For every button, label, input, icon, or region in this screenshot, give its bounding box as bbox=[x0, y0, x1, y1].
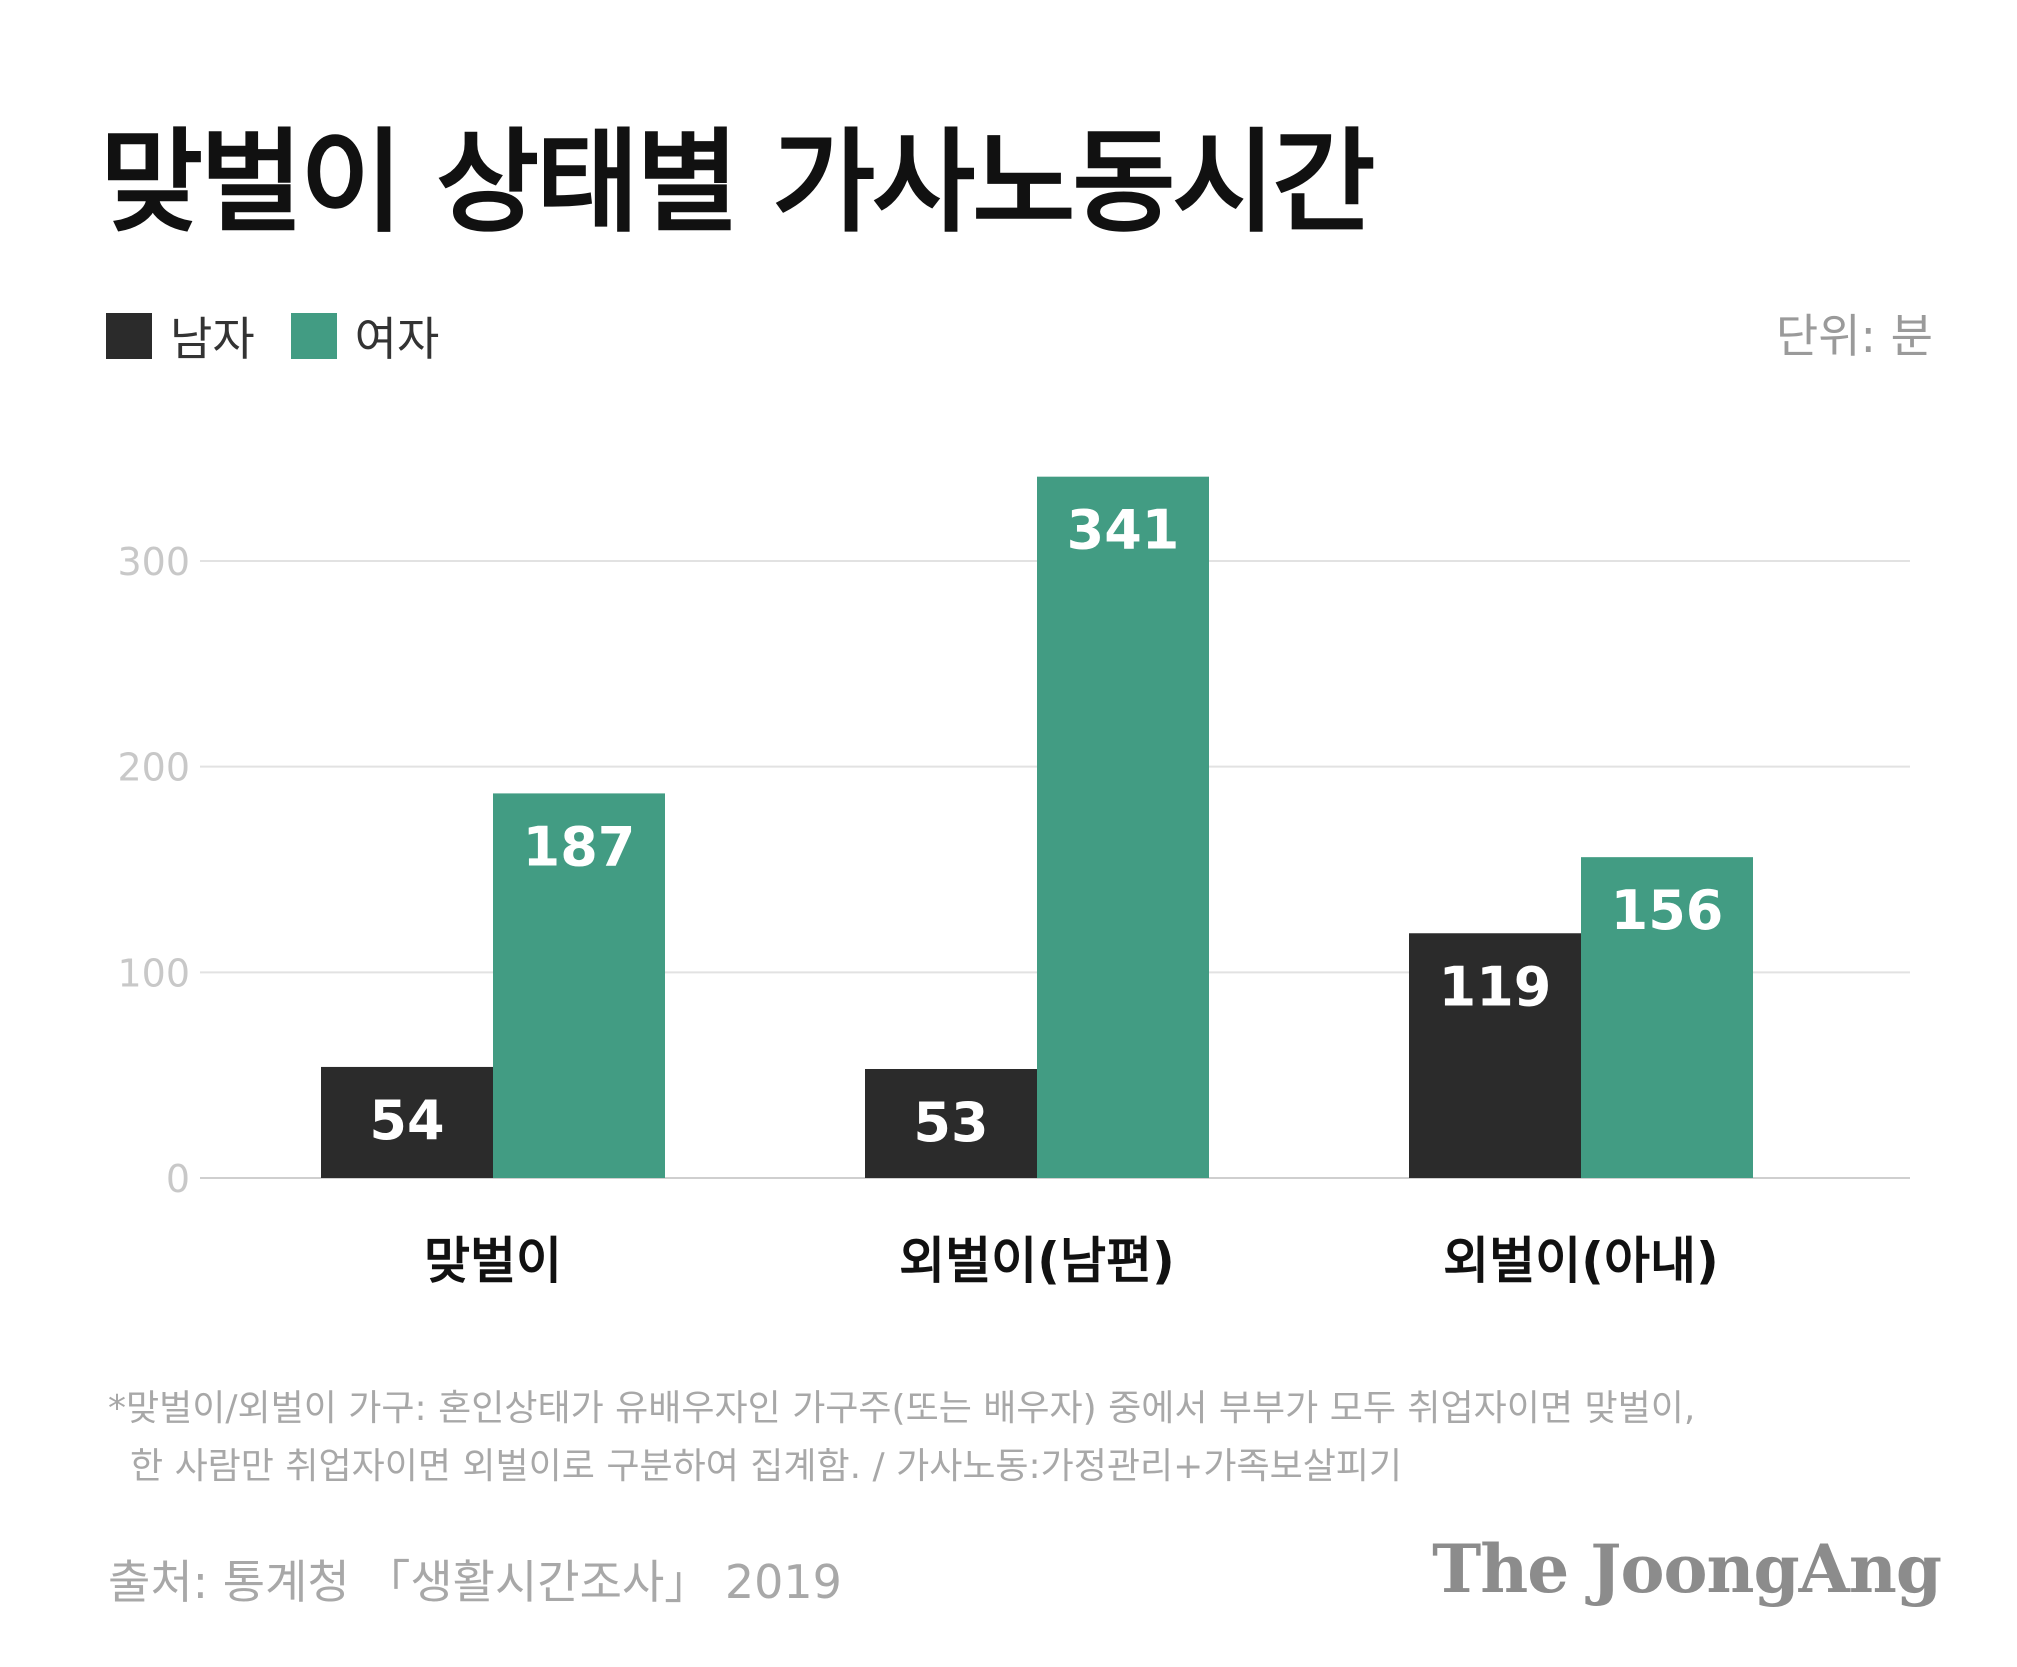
bar-female-1 bbox=[1037, 476, 1209, 1179]
category-label-0: 맞벌이 bbox=[424, 1232, 562, 1290]
y-tick-label-0: 0 bbox=[166, 1157, 190, 1201]
bar-male-1 bbox=[865, 1068, 1037, 1178]
bar-male-0 bbox=[321, 1066, 493, 1178]
category-label-2: 외벌이(아내) bbox=[1443, 1232, 1719, 1290]
data-label-male-2: 119 bbox=[1439, 955, 1552, 1018]
data-label-female-0: 187 bbox=[523, 815, 636, 878]
legend-label-female: 여자 bbox=[354, 312, 440, 366]
legend-swatch-male bbox=[106, 313, 152, 359]
y-tick-label-300: 300 bbox=[117, 540, 190, 584]
bar-chart: 0 100 200 300 54 187 맞벌이 53 341 외벌이(남편) 119 156 외벌이(… bbox=[117, 476, 1910, 1290]
legend-item-male: 남자 bbox=[106, 303, 255, 369]
legend-item-female: 여자 bbox=[290, 303, 440, 369]
data-label-male-0: 54 bbox=[369, 1089, 444, 1152]
footnote: *맞벌이/외벌이 가구: 혼인상태가 유배우자인 가구주(또는 배우자) 중에서… bbox=[108, 1380, 1695, 1496]
y-tick-label-200: 200 bbox=[117, 746, 190, 790]
legend: 남자 여자 bbox=[106, 306, 475, 366]
source-text: 출처: 통계청 「생활시간조사」 2019 bbox=[108, 1555, 842, 1609]
data-label-female-2: 156 bbox=[1611, 879, 1724, 942]
bar-female-2 bbox=[1581, 857, 1753, 1178]
bar-female-0 bbox=[493, 793, 665, 1178]
bar-male-2 bbox=[1409, 933, 1581, 1178]
footnote-line-2: 한 사람만 취업자이면 외벌이로 구분하여 집계함. / 가사노동:가정관리+가… bbox=[130, 1446, 1403, 1487]
data-label-female-1: 341 bbox=[1067, 499, 1180, 562]
footnote-line-1: *맞벌이/외벌이 가구: 혼인상태가 유배우자인 가구주(또는 배우자) 중에서… bbox=[108, 1388, 1696, 1429]
chart-title: 맞벌이 상태별 가사노동시간 bbox=[100, 118, 1375, 248]
category-label-1: 외벌이(남편) bbox=[899, 1232, 1175, 1290]
unit-label: 단위: 분 bbox=[1775, 309, 1933, 363]
brand-logo: The JoongAng bbox=[1432, 1530, 1942, 1608]
data-label-male-1: 53 bbox=[913, 1091, 988, 1154]
y-tick-label-100: 100 bbox=[117, 951, 190, 995]
legend-label-male: 남자 bbox=[170, 312, 255, 366]
legend-swatch-female bbox=[290, 313, 337, 359]
